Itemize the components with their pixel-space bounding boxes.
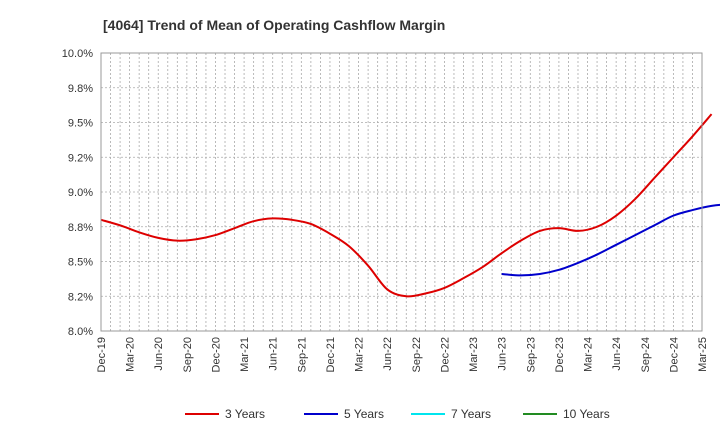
y-tick-label: 8.2% (68, 291, 93, 303)
x-tick-label: Mar-21 (239, 337, 251, 372)
legend-label: 10 Years (563, 407, 610, 421)
y-tick-label: 8.5% (68, 257, 93, 269)
x-tick-label: Mar-20 (125, 337, 137, 372)
grid (100, 52, 703, 332)
x-tick-label: Sep-23 (525, 337, 537, 372)
x-tick-label: Dec-19 (96, 337, 108, 372)
x-tick-label: Sep-22 (411, 337, 423, 372)
x-tick-label: Sep-24 (640, 337, 652, 372)
x-tick-label: Mar-25 (697, 337, 709, 372)
y-tick-label: 9.2% (68, 152, 93, 164)
y-tick-label: 9.8% (68, 83, 93, 95)
series-line-2 (501, 203, 720, 277)
x-tick-label: Jun-22 (382, 337, 394, 371)
y-tick-label: 10.0% (62, 48, 93, 60)
y-tick-label: 9.0% (68, 187, 93, 199)
x-tick-label: Sep-21 (296, 337, 308, 372)
y-axis: 8.0% 8.2% 8.5% 8.8% 9.0% 9.2% 9.5% 9.8% 10.0% (62, 48, 93, 338)
series-lines (100, 113, 720, 298)
x-tick-label: Dec-22 (439, 337, 451, 372)
x-tick-label: Dec-20 (210, 337, 222, 372)
x-tick-label: Jun-21 (268, 337, 280, 371)
x-tick-label: Mar-23 (468, 337, 480, 372)
chart-title: [4064] Trend of Mean of Operating Cashfl… (103, 17, 445, 33)
x-axis: Dec-19 Mar-20 Jun-20 Sep-20 Dec-20 Mar-21 Jun-… (96, 337, 709, 372)
x-tick-label: Sep-20 (182, 337, 194, 372)
y-tick-label: 8.8% (68, 222, 93, 234)
legend-label: 5 Years (344, 407, 384, 421)
x-tick-label: Mar-24 (583, 337, 595, 372)
y-tick-label: 9.5% (68, 118, 93, 130)
x-tick-label: Jun-20 (153, 337, 165, 371)
x-tick-label: Mar-22 (354, 337, 366, 372)
legend-label: 7 Years (451, 407, 491, 421)
legend-label: 3 Years (225, 407, 265, 421)
x-tick-label: Jun-24 (611, 337, 623, 371)
x-tick-label: Dec-23 (554, 337, 566, 372)
x-tick-label: Dec-21 (325, 337, 337, 372)
x-tick-label: Dec-24 (668, 337, 680, 372)
x-tick-label: Jun-23 (497, 337, 509, 371)
y-tick-label: 8.0% (68, 326, 93, 338)
plot-border (100, 52, 703, 332)
legend: 3 Years 5 Years 7 Years 10 Years (185, 407, 610, 421)
series-line-1 (100, 113, 713, 298)
